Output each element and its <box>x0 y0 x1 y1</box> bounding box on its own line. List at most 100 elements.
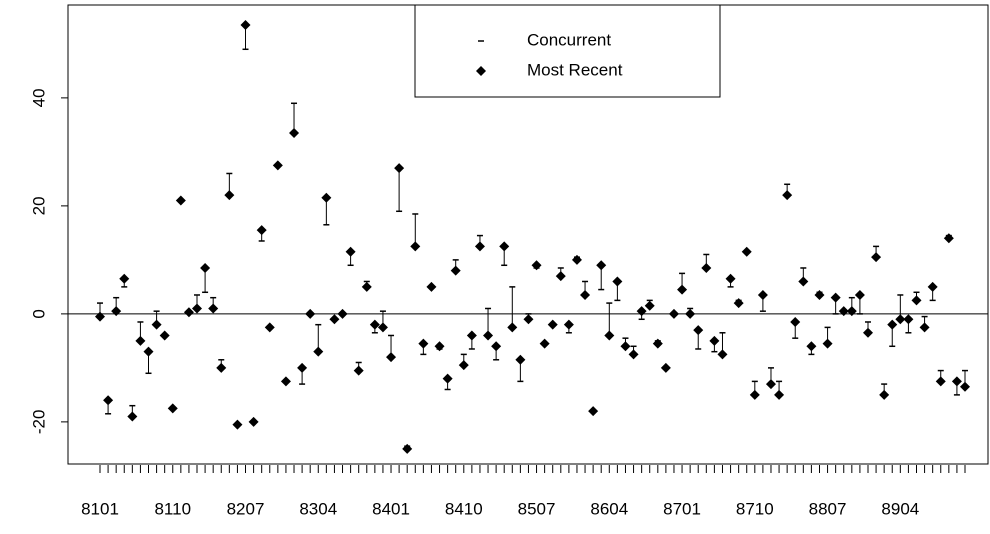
recent-mark <box>741 246 752 257</box>
x-tick-label: 8304 <box>299 499 337 518</box>
recent-mark <box>337 308 348 319</box>
recent-mark <box>321 192 332 203</box>
recent-mark <box>830 292 841 303</box>
recent-mark <box>151 319 162 330</box>
recent-mark <box>248 416 259 427</box>
recent-mark <box>208 303 219 314</box>
recent-mark <box>103 395 114 406</box>
recent-mark <box>192 303 203 314</box>
recent-mark <box>555 271 566 282</box>
recent-mark <box>774 389 785 400</box>
recent-mark <box>200 262 211 273</box>
recent-mark <box>95 311 105 322</box>
recent-mark <box>167 403 178 414</box>
recent-mark <box>442 373 453 384</box>
recent-mark <box>798 276 809 287</box>
recent-mark <box>822 338 833 349</box>
recent-mark <box>911 295 922 306</box>
recent-mark <box>345 246 356 257</box>
recent-mark <box>111 306 122 317</box>
recent-mark <box>183 307 194 318</box>
recent-mark <box>903 314 914 325</box>
recent-mark <box>846 306 857 317</box>
recent-mark <box>588 406 599 417</box>
recent-mark <box>814 289 825 300</box>
recent-mark <box>297 362 308 373</box>
recent-mark <box>499 241 510 252</box>
recent-mark <box>685 308 696 319</box>
x-tick-label: 8101 <box>81 499 119 518</box>
recent-mark <box>644 300 655 311</box>
recent-mark <box>895 314 906 325</box>
x-tick-label: 8207 <box>227 499 265 518</box>
recent-mark <box>757 289 768 300</box>
recent-mark <box>782 190 793 201</box>
recent-mark <box>709 335 720 346</box>
recent-mark <box>854 289 865 300</box>
recent-mark <box>329 314 340 325</box>
recent-mark <box>547 319 558 330</box>
recent-mark <box>838 306 849 317</box>
recent-mark <box>531 260 542 271</box>
x-tick-label: 8701 <box>663 499 701 518</box>
recent-mark <box>693 325 704 336</box>
recent-mark <box>628 349 639 360</box>
recent-mark <box>765 379 776 390</box>
recent-mark <box>426 281 437 292</box>
x-tick-label: 8507 <box>518 499 556 518</box>
recent-mark <box>636 306 647 317</box>
recent-mark <box>410 241 421 252</box>
recent-mark <box>515 354 526 365</box>
recent-mark <box>935 376 946 387</box>
x-tick-label: 8710 <box>736 499 774 518</box>
recent-mark <box>701 262 712 273</box>
recent-mark <box>418 338 429 349</box>
recent-mark <box>232 419 243 430</box>
recent-mark <box>369 319 380 330</box>
recent-mark <box>377 322 388 333</box>
recent-mark <box>871 252 882 263</box>
recent-mark <box>159 330 170 341</box>
recent-mark <box>434 341 445 352</box>
y-tick-label: 20 <box>29 196 48 215</box>
recent-mark <box>879 389 890 400</box>
recent-mark <box>806 341 817 352</box>
recent-mark <box>175 195 186 206</box>
legend-box <box>414 4 721 98</box>
recent-mark <box>660 362 671 373</box>
recent-mark <box>386 352 397 363</box>
recent-mark <box>604 330 615 341</box>
x-tick-label: 8110 <box>154 499 191 518</box>
recent-mark <box>272 160 283 171</box>
recent-mark <box>143 346 154 357</box>
x-tick-label: 8410 <box>445 499 483 518</box>
recent-mark <box>652 338 663 349</box>
recent-mark <box>256 225 267 236</box>
recent-mark <box>474 241 485 252</box>
x-tick-label: 8401 <box>372 499 410 518</box>
recent-mark <box>571 254 582 265</box>
recent-mark <box>483 330 494 341</box>
recent-mark <box>289 127 300 138</box>
x-tick-label: 8904 <box>881 499 919 518</box>
recent-mark <box>264 322 275 333</box>
recent-mark <box>596 260 607 271</box>
recent-mark <box>749 389 760 400</box>
recent-mark <box>668 308 679 319</box>
y-tick-label: -20 <box>29 410 48 435</box>
recent-mark <box>580 289 591 300</box>
recent-mark <box>612 276 623 287</box>
recent-mark <box>394 163 405 174</box>
recent-mark <box>491 341 502 352</box>
recent-mark <box>135 335 146 346</box>
recent-mark <box>523 314 534 325</box>
recent-mark <box>927 281 938 292</box>
x-tick-label: 8604 <box>590 499 628 518</box>
recent-mark <box>539 338 550 349</box>
recent-mark <box>353 365 364 376</box>
recent-mark <box>620 341 631 352</box>
recent-mark <box>280 376 291 387</box>
recent-mark <box>717 349 728 360</box>
recent-mark <box>677 284 688 295</box>
